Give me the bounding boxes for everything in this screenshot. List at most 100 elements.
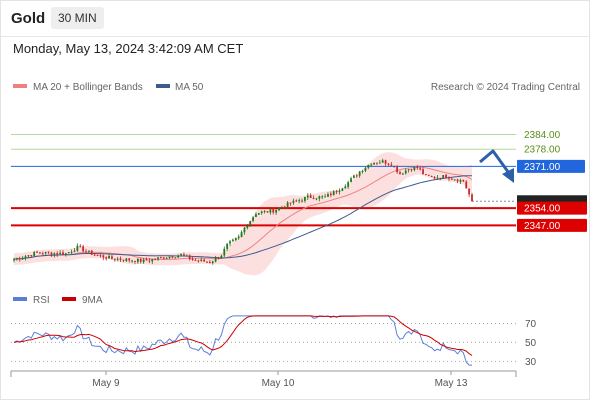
candle-body	[214, 257, 217, 262]
candle-body	[162, 257, 165, 259]
candle-body	[105, 257, 108, 259]
candle-body	[174, 257, 177, 259]
candle-body	[82, 246, 85, 252]
candle-body	[194, 259, 197, 261]
candle-body	[85, 251, 87, 253]
candle-body	[21, 257, 24, 260]
candle-body	[50, 252, 53, 255]
x-tick-label-may13: May 13	[435, 378, 468, 389]
candle-body	[318, 196, 321, 199]
candle-body	[47, 251, 50, 253]
candle-body	[410, 169, 413, 171]
level-label-bg-2354.00	[517, 201, 587, 215]
candle-body	[283, 206, 286, 208]
candle-body	[459, 179, 462, 182]
candle-body	[266, 211, 269, 213]
candle-body	[119, 258, 122, 260]
rsi-tick-70: 70	[525, 319, 537, 330]
candle-body	[76, 245, 79, 251]
candle-body	[39, 252, 41, 254]
candle-body	[387, 163, 390, 165]
candle-body	[145, 258, 148, 261]
candle-body	[160, 257, 162, 259]
legend-ma20-swatch	[13, 84, 27, 88]
candle-body	[269, 209, 272, 213]
candle-body	[226, 243, 229, 249]
candle-body	[27, 255, 30, 257]
candle-body	[286, 202, 289, 207]
candle-body	[373, 162, 375, 165]
candle-body	[358, 171, 361, 176]
candle-body	[329, 193, 332, 196]
candle-body	[246, 225, 249, 229]
candle-body	[90, 250, 93, 255]
x-tick-label-may9: May 9	[92, 378, 120, 389]
candle-body	[243, 227, 246, 233]
candle-body	[468, 188, 471, 195]
candle-body	[171, 256, 174, 258]
ma20-line	[13, 166, 473, 261]
candle-body	[332, 191, 335, 195]
candle-body	[128, 258, 131, 261]
candle-body	[113, 258, 116, 260]
level-label-2354.00: 2354.00	[524, 204, 561, 215]
candle-body	[62, 252, 64, 255]
legend-9ma-label: 9MA	[82, 295, 103, 306]
candle-body	[183, 254, 185, 256]
candle-body	[260, 211, 263, 214]
candle-body	[292, 200, 295, 203]
candle-body	[102, 255, 105, 258]
candle-body	[315, 198, 318, 200]
candle-body	[422, 169, 424, 174]
candle-body	[111, 256, 113, 259]
candle-body	[59, 252, 61, 255]
candle-body	[407, 169, 410, 171]
forecast-arrow	[479, 149, 513, 177]
candle-body	[471, 194, 473, 202]
candle-body	[30, 255, 33, 257]
instrument-title: Gold	[11, 10, 46, 27]
level-label-bg-2371.00	[517, 159, 585, 173]
legend-9ma-swatch	[62, 297, 76, 301]
candle-body	[122, 259, 125, 261]
candle-body	[341, 188, 344, 191]
candle-body	[208, 262, 211, 264]
timeframe-badge[interactable]: 30 MIN	[51, 7, 104, 29]
candle-body	[335, 190, 338, 193]
candle-body	[465, 181, 468, 189]
candle-body	[396, 167, 399, 173]
credit-label: Research © 2024 Trading Central	[431, 82, 580, 93]
candle-body	[361, 170, 364, 172]
candle-body	[257, 213, 260, 215]
candle-body	[191, 258, 194, 260]
candle-body	[304, 196, 306, 201]
candle-body	[453, 179, 456, 181]
rsi-ma-line	[13, 315, 473, 356]
candle-body	[185, 255, 188, 257]
ma50-line	[13, 175, 473, 260]
candle-body	[134, 260, 136, 262]
candle-body	[197, 260, 200, 262]
candle-body	[108, 255, 110, 259]
candle-body	[321, 196, 324, 198]
candle-body	[116, 258, 119, 260]
candle-body	[93, 254, 96, 256]
level-label-2347.00: 2347.00	[524, 221, 561, 232]
candle-body	[278, 207, 280, 211]
candle-body	[151, 258, 154, 262]
legend-rsi-swatch	[13, 297, 27, 301]
candle-body	[324, 196, 326, 198]
candle-body	[64, 253, 67, 255]
candle-body	[355, 175, 358, 177]
candle-body	[229, 241, 231, 244]
candle-body	[384, 160, 387, 164]
bollinger-band	[14, 152, 472, 276]
candle-body	[404, 170, 407, 174]
candle-body	[462, 179, 465, 182]
candle-body	[399, 172, 401, 175]
candle-body	[450, 178, 453, 180]
candle-body	[33, 252, 36, 257]
forecast-arrow-head	[502, 168, 514, 183]
candle-body	[148, 260, 151, 262]
